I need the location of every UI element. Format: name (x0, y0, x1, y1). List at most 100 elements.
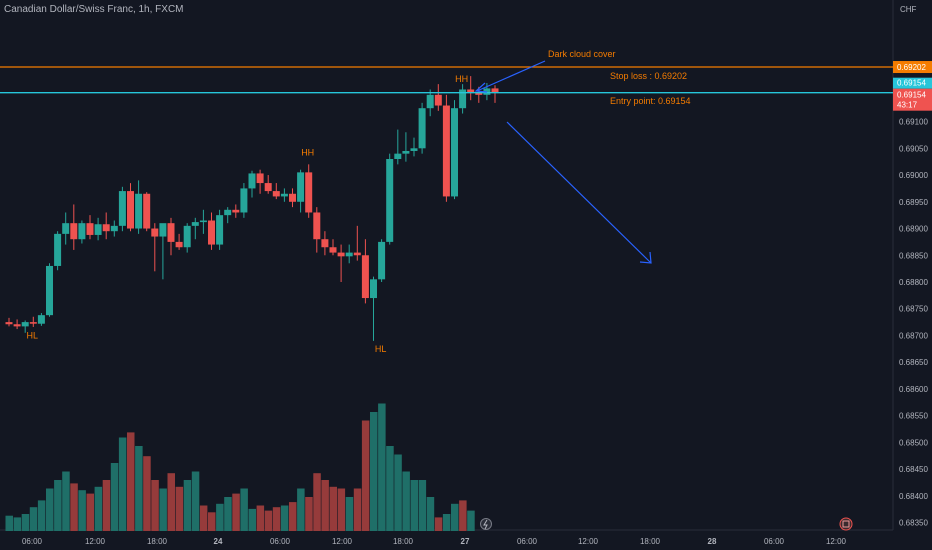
entry-point-label: Entry point: 0.69154 (610, 96, 691, 106)
candle-body (176, 242, 183, 247)
volume-bar (330, 487, 338, 531)
swing-label: HL (375, 344, 387, 354)
price-tick-label: 0.68450 (899, 465, 928, 474)
candle-body (249, 173, 256, 188)
volume-bar (184, 480, 192, 531)
volume-bar (313, 473, 321, 531)
candle-body (192, 222, 199, 226)
entry-price-text: 0.69154 (897, 79, 926, 88)
lightning-icon (481, 519, 492, 530)
volume-bar (70, 483, 78, 531)
volume-bar (78, 490, 86, 531)
time-tick-label: 18:00 (393, 537, 414, 546)
volume-bar (46, 489, 54, 532)
candle-body (240, 188, 247, 212)
candle-body (119, 191, 126, 226)
volume-bar (14, 517, 22, 531)
time-tick-label: 24 (214, 537, 223, 546)
candle-body (321, 239, 328, 247)
dark-cloud-cover-label: Dark cloud cover (548, 49, 616, 59)
candle-body (354, 253, 361, 256)
candle-body (38, 315, 45, 324)
volume-bar (87, 494, 95, 531)
volume-bar (192, 472, 200, 532)
price-tick-label: 0.68500 (899, 438, 928, 447)
time-tick-label: 06:00 (517, 537, 538, 546)
volume-bar (362, 421, 370, 532)
stop-loss-price-text: 0.69202 (897, 63, 926, 72)
volume-bar (30, 507, 38, 531)
price-tick-label: 0.68600 (899, 385, 928, 394)
last-price-text: 0.69154 (897, 91, 926, 100)
candle-body (297, 172, 304, 201)
time-tick-label: 27 (461, 537, 470, 546)
candle-body (232, 210, 239, 213)
candle-body (103, 224, 110, 231)
volume-bar (354, 489, 362, 532)
volume-bar (411, 480, 419, 531)
volume-bar (135, 446, 143, 531)
time-tick-label: 12:00 (332, 537, 353, 546)
time-tick-label: 12:00 (826, 537, 847, 546)
volume-bar (305, 497, 313, 531)
candle-body (62, 223, 69, 234)
candle-body (22, 322, 29, 326)
time-tick-label: 18:00 (640, 537, 661, 546)
candle-body (257, 173, 264, 183)
candle-body (370, 279, 377, 298)
candle-body (451, 108, 458, 196)
stop-loss-label: Stop loss : 0.69202 (610, 71, 687, 81)
candle-body (443, 106, 450, 197)
candle-body (151, 229, 158, 237)
volume-bar (38, 500, 46, 531)
candle-body (338, 253, 345, 257)
volume-bar (467, 511, 475, 531)
price-tick-label: 0.68700 (899, 331, 928, 340)
volume-bar (249, 509, 257, 531)
time-tick-label: 18:00 (147, 537, 168, 546)
volume-bar (95, 487, 103, 531)
volume-bar (394, 455, 402, 532)
candle-body (95, 224, 102, 235)
candle-body (216, 215, 223, 244)
candle-body (386, 159, 393, 242)
volume-bar (127, 432, 135, 531)
candle-body (346, 253, 353, 257)
volume-bar (378, 404, 386, 532)
volume-bar (143, 456, 151, 531)
volume-bar (224, 497, 232, 531)
candle-body (435, 95, 442, 106)
candle-body (127, 191, 134, 228)
price-tick-label: 0.68550 (899, 412, 928, 421)
volume-bar (427, 497, 435, 531)
volume-bar (151, 480, 159, 531)
candle-body (70, 223, 77, 239)
candle-body (54, 234, 61, 266)
candle-body (289, 194, 296, 202)
price-tick-label: 0.68750 (899, 305, 928, 314)
volume-bar (200, 506, 208, 532)
candle-body (78, 223, 85, 239)
chart-title: Canadian Dollar/Swiss Franc, 1h, FXCM (4, 4, 184, 15)
price-tick-label: 0.68900 (899, 225, 928, 234)
volume-bar (321, 480, 329, 531)
volume-bar (419, 480, 427, 531)
candle-body (419, 108, 426, 148)
candle-body (330, 247, 337, 252)
volume-bar (176, 487, 184, 531)
candle-body (265, 183, 272, 191)
volume-bar (119, 438, 127, 532)
price-tick-label: 0.68950 (899, 198, 928, 207)
price-tick-label: 0.69000 (899, 171, 928, 180)
volume-bar (232, 494, 240, 531)
volume-bar (443, 514, 451, 531)
price-tick-label: 0.68850 (899, 251, 928, 260)
volume-bar (459, 500, 467, 531)
candle-body (411, 148, 418, 151)
time-tick-label: 06:00 (22, 537, 43, 546)
price-tick-label: 0.68350 (899, 519, 928, 528)
calendar-icon (840, 518, 852, 530)
volume-bar (159, 489, 167, 532)
countdown-text: 43:17 (897, 101, 918, 110)
